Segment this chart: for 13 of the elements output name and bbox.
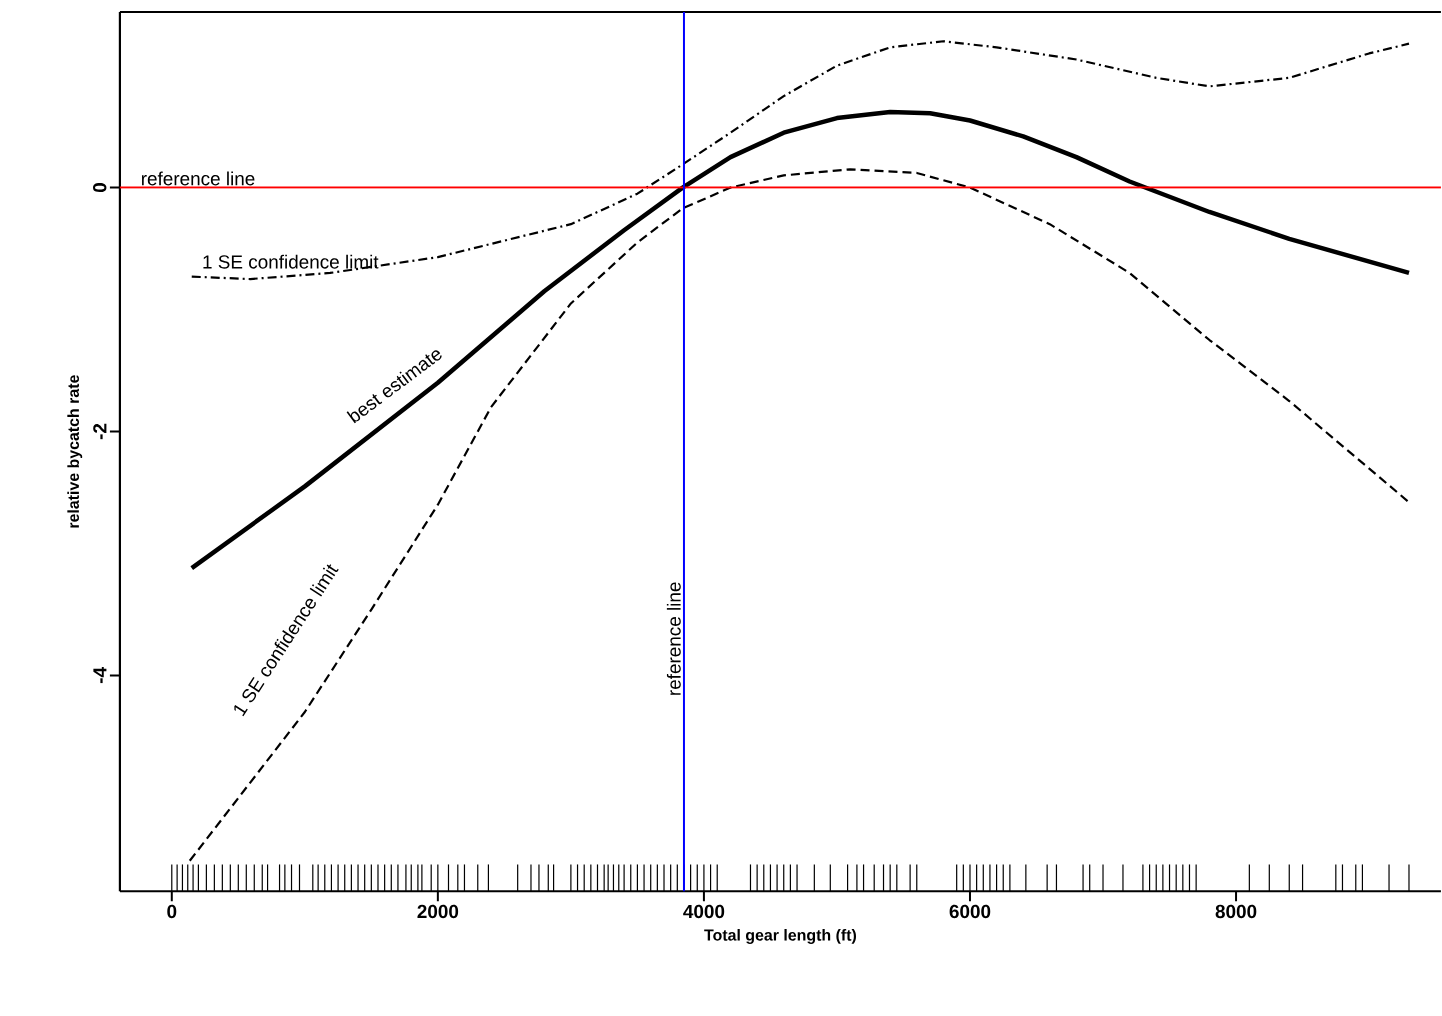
x-tick-label: 8000 xyxy=(1215,904,1257,919)
y-tick-label: -4 xyxy=(93,667,107,684)
ref-line-label: reference line xyxy=(141,171,255,186)
ref-line-label: reference line xyxy=(666,582,681,695)
x-axis-title: Total gear length (ft) xyxy=(704,928,857,944)
x-tick-label: 0 xyxy=(167,904,177,919)
y-tick-label: -2 xyxy=(93,423,107,440)
y-tick-label: 0 xyxy=(93,183,107,193)
x-tick-label: 6000 xyxy=(949,904,991,919)
x-tick-label: 4000 xyxy=(683,904,725,919)
y-axis-title: relative bycatch rate xyxy=(67,375,83,528)
annotation: 1 SE confidence limit xyxy=(203,254,379,269)
x-tick-label: 2000 xyxy=(417,904,459,919)
